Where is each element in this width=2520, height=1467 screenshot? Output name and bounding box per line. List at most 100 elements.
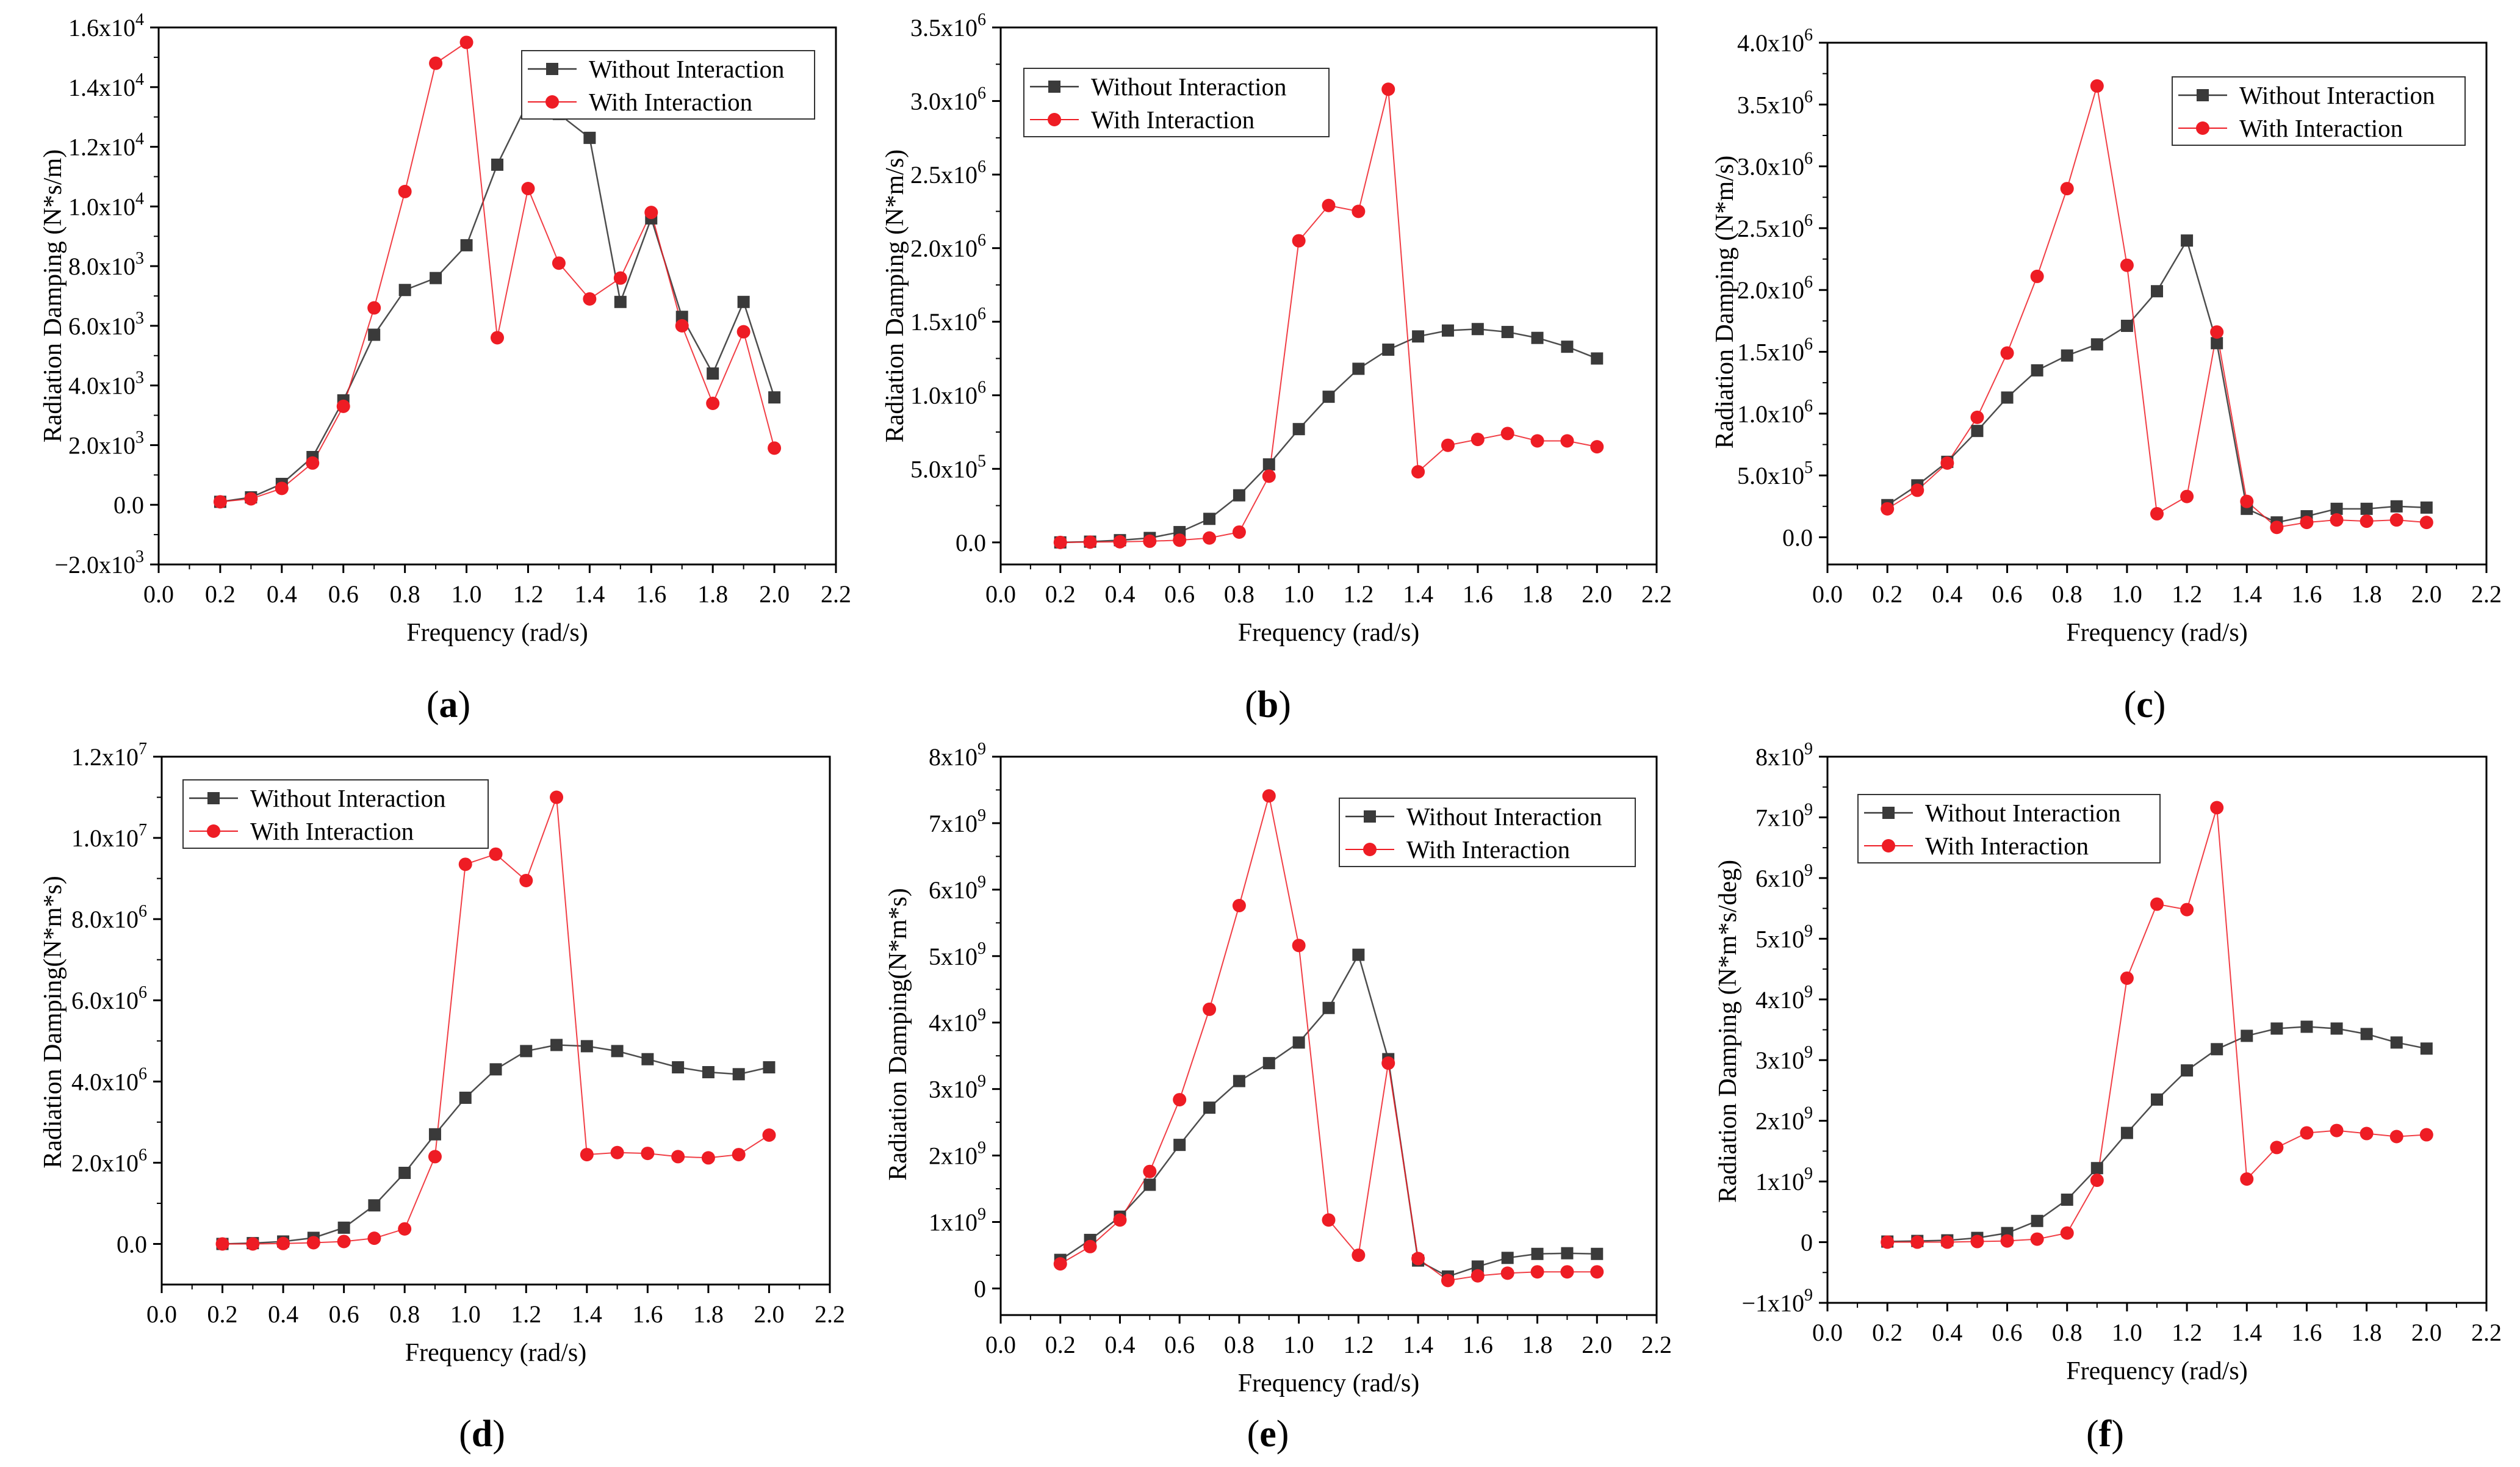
x-tick-label: 2.2 [1641,1331,1672,1358]
data-point-without-interaction [368,1199,381,1212]
legend-marker-without [207,792,220,804]
y-tick-label: −2.0x103 [54,547,144,579]
data-point-with-interaction [1322,1213,1336,1227]
y-tick-label-base: 1.4x10 [68,74,135,101]
y-tick-label: 3x109 [1755,1043,1813,1074]
data-point-without-interaction [2330,502,2343,515]
legend-marker-without [2197,89,2209,101]
y-tick-label: 8.0x106 [71,902,147,933]
data-point-with-interaction [2330,513,2344,527]
data-point-with-interaction [1322,198,1336,212]
data-point-with-interaction [1173,533,1187,547]
y-tick-label-base: 5.0x10 [910,455,977,483]
legend-label-with: With Interaction [250,817,414,845]
x-tick-label: 0.8 [1224,580,1255,608]
y-tick-label-base: 4x10 [1755,986,1804,1014]
x-tick-label: 2.0 [1582,580,1612,608]
data-point-with-interaction [1530,434,1544,448]
y-tick-label-base: 7x10 [929,810,977,837]
y-tick-label-base: 1.2x10 [68,134,135,161]
panel-label: (d) [459,1413,505,1455]
y-tick-label-exponent: 5 [1804,458,1813,477]
series-line-with-interaction [1887,85,2427,528]
y-axis-title: Radiation Damping (N*m/s) [1711,156,1739,449]
data-point-with-interaction [706,397,720,410]
x-tick-label: 0.4 [1104,1331,1135,1358]
data-point-without-interaction [1352,948,1365,961]
data-point-with-interaction [2000,1234,2014,1248]
data-point-without-interaction [337,1221,350,1234]
y-tick-label: 5x109 [929,939,986,970]
y-tick-label-base: 2.5x10 [1737,215,1804,242]
y-tick-label-exponent: 7 [139,740,147,759]
legend: Without Interaction With Interaction [521,50,815,120]
data-point-without-interaction [1292,423,1305,436]
data-point-with-interaction [306,1236,320,1250]
x-tick-label: 2.2 [2471,1319,2502,1346]
data-point-without-interaction [2211,337,2223,350]
data-point-with-interaction [459,35,473,49]
y-tick-label-base: 5x10 [1755,925,1804,953]
legend-label-without: Without Interaction [250,784,446,812]
data-point-with-interaction [1500,427,1514,441]
legend-marker-without [1048,81,1060,93]
y-tick-label-exponent: 9 [977,1205,986,1224]
data-point-with-interaction [2210,801,2224,815]
y-tick-label: 1x109 [1755,1164,1813,1195]
legend-label-without: Without Interaction [1925,799,2121,827]
y-tick-label-base: 1.5x10 [1737,339,1804,366]
y-tick-label-base: 1.5x10 [910,308,977,336]
data-point-with-interaction [762,1128,776,1142]
data-point-without-interaction [580,1040,593,1053]
panel-label: (f) [2086,1413,2124,1455]
data-point-with-interaction [337,1235,351,1249]
y-tick-label-exponent: 9 [1804,861,1813,880]
data-point-without-interaction [1561,1247,1574,1260]
x-tick-label: 2.2 [821,580,851,608]
legend: Without Interaction With Interaction [1339,798,1636,867]
data-point-with-interaction [2300,516,2314,530]
data-point-with-interaction [1590,440,1604,454]
x-tick-label: 2.2 [1641,580,1672,608]
y-tick-label: 6.0x106 [71,983,147,1014]
data-point-without-interaction [707,367,719,380]
data-point-with-interaction [1471,433,1485,447]
y-tick-label-exponent: 6 [977,157,986,176]
chart-panel-d: 0.0 0.2 0.4 0.6 0.8 1.0 1.2 1.4 1.6 1.8 2.0 2.2 0.0 2… [39,740,845,1455]
x-axis-title: Frequency (rad/s) [1238,619,1419,647]
x-tick-label: 0.6 [1992,1319,2023,1346]
data-point-with-interaction [275,481,289,496]
data-point-without-interaction [1143,1178,1156,1191]
y-tick-label-exponent: 4 [135,70,144,89]
y-tick-label-base: 1x10 [929,1209,977,1236]
data-point-with-interaction [367,301,381,315]
y-tick-label-exponent: 9 [977,873,986,892]
x-tick-label: 1.4 [1403,1331,1433,1358]
data-point-with-interaction [1292,939,1306,953]
legend-label-without: Without Interaction [2239,81,2435,109]
y-tick-label-exponent: 6 [977,10,986,29]
data-point-without-interaction [2360,502,2373,515]
x-tick-label: 0.6 [1164,580,1195,608]
x-tick-label: 2.2 [2471,580,2502,608]
y-tick-label-exponent: 6 [1804,335,1813,354]
y-tick-label-base: 3x10 [929,1076,977,1103]
y-tick-label-base: 0.0 [113,491,144,519]
data-point-with-interaction [1590,1265,1604,1279]
data-point-without-interaction [1262,458,1275,471]
data-point-with-interaction [2300,1126,2314,1140]
x-tick-label: 0.0 [143,580,174,608]
data-point-with-interaction [398,1222,412,1236]
y-tick-label-base: 8x10 [929,743,977,771]
data-point-with-interaction [675,319,689,333]
data-point-with-interaction [521,182,535,195]
data-point-without-interaction [1591,1247,1604,1260]
x-tick-label: 1.8 [697,580,728,608]
data-point-with-interaction [215,1237,229,1251]
y-tick-label: 7x109 [929,806,986,837]
x-tick-label: 1.2 [513,580,543,608]
data-point-without-interaction [611,1045,624,1058]
data-point-with-interaction [1530,1265,1544,1279]
y-tick-label-exponent: 9 [1804,921,1813,940]
